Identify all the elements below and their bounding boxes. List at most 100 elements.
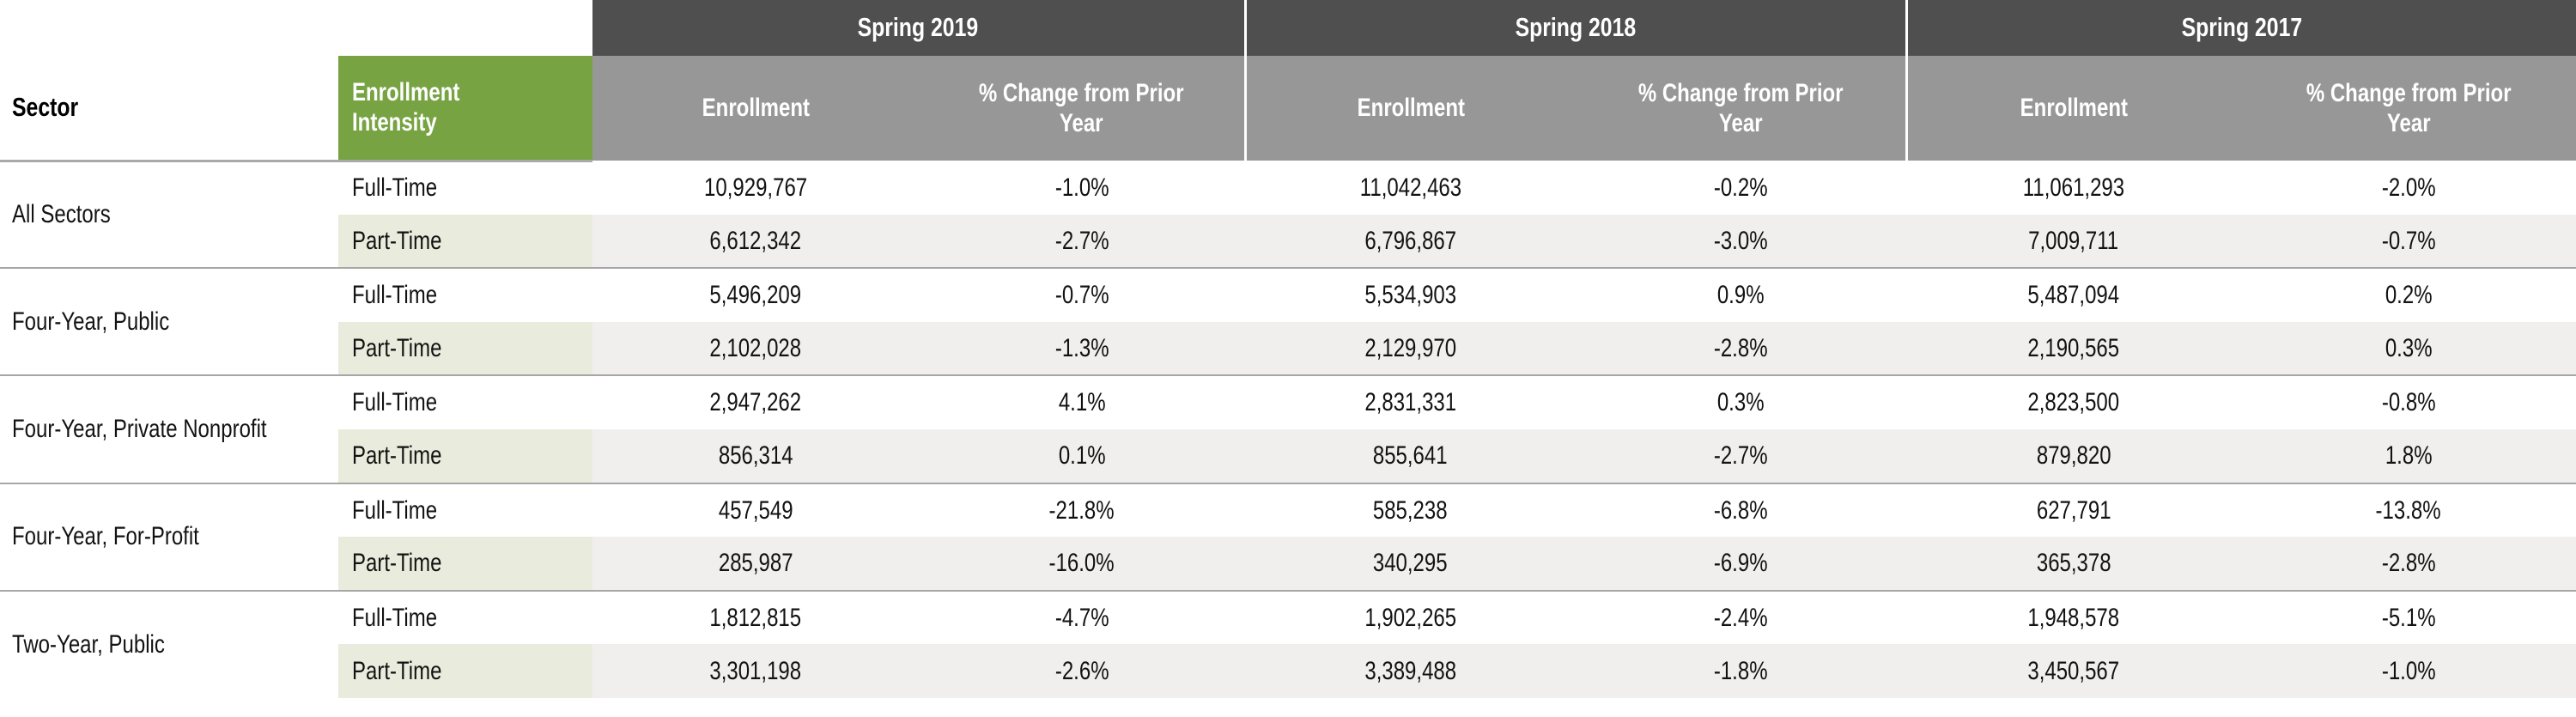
enrollment-header-2017: Enrollment: [1905, 56, 2241, 161]
pct-change-value-cell: -2.7%: [919, 214, 1245, 269]
table-row-all-sectors-full-time: All Sectors Full-Time 10,929,767 -1.0% 1…: [0, 161, 2576, 269]
pct-change-value-cell: 0.1%: [919, 428, 1245, 483]
pct-change-value-cell: -21.8%: [919, 482, 1245, 538]
pct-change-value-cell: 0.9%: [1576, 267, 1906, 322]
year-header-spring-2017: Spring 2017: [1905, 0, 2576, 56]
pct-change-value-cell: 0.3%: [2241, 321, 2576, 376]
enrollment-header-2019: Enrollment: [592, 56, 919, 161]
sector-name: Four-Year, Public: [12, 307, 170, 337]
enrollment-value-cell: 11,042,463: [1245, 161, 1576, 215]
pct-change-value-cell: -0.7%: [919, 267, 1245, 322]
pct-change-header-2017: % Change from Prior Year: [2241, 56, 2576, 161]
enrollment-value-cell: 5,496,209: [592, 267, 919, 322]
enrollment-value-cell: 10,929,767: [592, 161, 919, 215]
enrollment-value-cell: 2,129,970: [1245, 321, 1576, 376]
intensity-label: Full-Time: [352, 173, 438, 203]
intensity-cell: Part-Time: [338, 644, 592, 698]
sector-name: Two-Year, Public: [12, 630, 165, 659]
pct-change-header-2019: % Change from Prior Year: [919, 56, 1245, 161]
enrollment-value-cell: 855,641: [1245, 428, 1576, 483]
enrollment-value-cell: 3,389,488: [1245, 644, 1576, 698]
pct-change-value-cell: -2.7%: [1576, 428, 1906, 483]
year-header-spring-2018: Spring 2018: [1243, 0, 1906, 56]
pct-change-value-cell: -2.8%: [1576, 321, 1906, 376]
enrollment-value-cell: 3,301,198: [592, 644, 919, 698]
enrollment-value-cell: 2,823,500: [1906, 374, 2241, 429]
intensity-cell: Part-Time: [338, 537, 592, 591]
enrollment-value-cell: 2,102,028: [592, 321, 919, 376]
pct-change-value-cell: -0.8%: [2241, 374, 2576, 429]
sector-cell: Four-Year, Public: [0, 267, 338, 376]
sector-column-header: Sector: [0, 56, 338, 162]
sector-cell: Four-Year, For-Profit: [0, 482, 338, 591]
sector-name: All Sectors: [12, 200, 111, 229]
pct-change-value-cell: 0.2%: [2241, 267, 2576, 322]
intensity-cell: Part-Time: [338, 214, 592, 269]
table-row-four-year-for-profit-part-time: Part-Time 285,987 -16.0% 340,295 -6.9% 3…: [0, 537, 2576, 591]
enrollment-value-cell: 7,009,711: [1906, 214, 2241, 269]
table-row-all-sectors-part-time: Part-Time 6,612,342 -2.7% 6,796,867 -3.0…: [0, 214, 2576, 269]
year-label: Spring 2019: [857, 12, 979, 43]
year-label: Spring 2018: [1515, 12, 1637, 43]
table-row-four-year-public-full-time: Four-Year, Public Full-Time 5,496,209 -0…: [0, 267, 2576, 376]
table-row-four-year-public-part-time: Part-Time 2,102,028 -1.3% 2,129,970 -2.8…: [0, 321, 2576, 376]
table-row-four-year-private-nonprofit-full-time: Four-Year, Private Nonprofit Full-Time 2…: [0, 374, 2576, 483]
column-header-row: Sector Enrollment Intensity Enrollment %…: [0, 56, 2576, 162]
enrollment-value-cell: 627,791: [1906, 482, 2241, 538]
enrollment-value-cell: 1,812,815: [592, 589, 919, 645]
pct-change-value-cell: 4.1%: [919, 374, 1245, 429]
intensity-cell: Part-Time: [338, 321, 592, 376]
sector-name: Four-Year, Private Nonprofit: [12, 415, 267, 444]
pct-change-value-cell: -2.4%: [1576, 589, 1906, 645]
pct-change-value-cell: -1.0%: [2241, 644, 2576, 698]
enrollment-value-cell: 2,190,565: [1906, 321, 2241, 376]
intensity-cell: Part-Time: [338, 428, 592, 483]
pct-change-header-2018: % Change from Prior Year: [1576, 56, 1906, 161]
intensity-label: Full-Time: [352, 388, 438, 417]
enrollment-value-cell: 365,378: [1906, 537, 2241, 591]
enrollment-value-cell: 856,314: [592, 428, 919, 483]
table-row-four-year-private-nonprofit-part-time: Part-Time 856,314 0.1% 855,641 -2.7% 879…: [0, 428, 2576, 483]
enrollment-value-cell: 340,295: [1245, 537, 1576, 591]
table-row-two-year-public-full-time: Two-Year, Public Full-Time 1,812,815 -4.…: [0, 589, 2576, 698]
intensity-label: Full-Time: [352, 281, 438, 310]
intensity-cell: Full-Time: [338, 482, 592, 538]
sector-cell: Four-Year, Private Nonprofit: [0, 374, 338, 483]
intensity-label: Part-Time: [352, 226, 442, 255]
header-corner-spacer: [0, 0, 592, 56]
pct-change-value-cell: -13.8%: [2241, 482, 2576, 538]
sector-name: Four-Year, For-Profit: [12, 522, 199, 551]
pct-change-value-cell: 0.3%: [1576, 374, 1906, 429]
intensity-cell: Full-Time: [338, 374, 592, 429]
enrollment-value-cell: 6,612,342: [592, 214, 919, 269]
table-row-four-year-for-profit-full-time: Four-Year, For-Profit Full-Time 457,549 …: [0, 482, 2576, 591]
pct-change-value-cell: -4.7%: [919, 589, 1245, 645]
enrollment-value-cell: 1,948,578: [1906, 589, 2241, 645]
year-label: Spring 2017: [2181, 12, 2303, 43]
table-row-two-year-public-part-time: Part-Time 3,301,198 -2.6% 3,389,488 -1.8…: [0, 644, 2576, 698]
enrollment-value-cell: 457,549: [592, 482, 919, 538]
pct-change-value-cell: -16.0%: [919, 537, 1245, 591]
year-header-spring-2019: Spring 2019: [592, 0, 1245, 56]
enrollment-value-cell: 1,902,265: [1245, 589, 1576, 645]
enrollment-table: Spring 2019 Spring 2018 Spring 2017 Sect…: [0, 0, 2576, 698]
pct-change-value-cell: -1.3%: [919, 321, 1245, 376]
enrollment-value-cell: 585,238: [1245, 482, 1576, 538]
pct-change-value-cell: -2.6%: [919, 644, 1245, 698]
enrollment-value-cell: 11,061,293: [1906, 161, 2241, 215]
pct-change-value-cell: -1.0%: [919, 161, 1245, 215]
pct-change-value-cell: -2.8%: [2241, 537, 2576, 591]
enrollment-value-cell: 6,796,867: [1245, 214, 1576, 269]
pct-change-value-cell: -6.8%: [1576, 482, 1906, 538]
pct-change-value-cell: 1.8%: [2241, 428, 2576, 483]
intensity-label: Part-Time: [352, 549, 442, 578]
pct-change-value-cell: -3.0%: [1576, 214, 1906, 269]
pct-change-value-cell: -1.8%: [1576, 644, 1906, 698]
enrollment-header-2018: Enrollment: [1243, 56, 1576, 161]
intensity-label: Part-Time: [352, 441, 442, 471]
intensity-label: Part-Time: [352, 656, 442, 685]
term-header-row: Spring 2019 Spring 2018 Spring 2017: [0, 0, 2576, 56]
intensity-label: Part-Time: [352, 333, 442, 362]
pct-change-value-cell: -6.9%: [1576, 537, 1906, 591]
sector-cell: All Sectors: [0, 161, 338, 269]
